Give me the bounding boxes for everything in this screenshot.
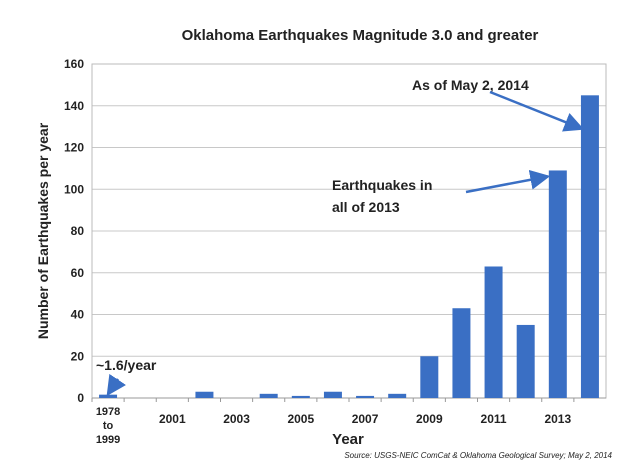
x-tick-label: 2009: [416, 412, 443, 426]
x-tick-label: 1978: [96, 406, 120, 418]
bar-2014: [580, 95, 599, 398]
bar-2011: [484, 266, 503, 398]
annotation-arrow: [465, 169, 551, 194]
bar-2009: [420, 356, 439, 398]
annotation-text: ~1.6/year: [96, 357, 157, 373]
x-tick-label: 2001: [159, 412, 186, 426]
annotation-text: all of 2013: [332, 199, 400, 215]
bar-2006: [323, 391, 342, 398]
y-tick-label: 80: [71, 224, 85, 238]
x-tick-label: 1999: [96, 434, 120, 446]
y-tick-label: 20: [71, 349, 85, 363]
y-tick-label: 140: [64, 99, 84, 113]
x-tick-label: 2011: [481, 412, 507, 426]
annotation-text: As of May 2, 2014: [412, 77, 529, 93]
bar-2005: [291, 395, 310, 398]
x-tick-label: 2013: [544, 412, 571, 426]
x-tick-label: 2003: [223, 412, 250, 426]
bar-2012: [516, 324, 535, 398]
bar-2004: [259, 393, 278, 398]
x-axis-label: Year: [332, 431, 364, 448]
annotation-arrow: [106, 373, 127, 397]
bar-2010: [452, 308, 471, 398]
y-tick-label: 40: [71, 308, 85, 322]
bar-2002: [195, 391, 214, 398]
bar-2007: [356, 395, 375, 398]
y-tick-label: 0: [77, 391, 84, 405]
chart-title: Oklahoma Earthquakes Magnitude 3.0 and g…: [182, 27, 539, 44]
y-tick-label: 60: [71, 266, 85, 280]
x-tick-label: to: [103, 420, 114, 432]
bar-2008: [388, 393, 407, 398]
y-tick-label: 120: [64, 141, 84, 155]
bar-1978-to-1999: [99, 394, 118, 398]
y-tick-label: 100: [64, 182, 84, 196]
bar-2013: [548, 170, 567, 398]
annotation-arrow: [489, 90, 585, 132]
annotation-text: Earthquakes in: [332, 177, 432, 193]
x-tick-label: 2005: [287, 412, 314, 426]
y-tick-label: 160: [64, 57, 84, 71]
y-axis-label: Number of Earthquakes per year: [35, 122, 51, 339]
x-tick-label: 2007: [352, 412, 379, 426]
source-note: Source: USGS-NEIC ComCat & Oklahoma Geol…: [344, 451, 612, 460]
